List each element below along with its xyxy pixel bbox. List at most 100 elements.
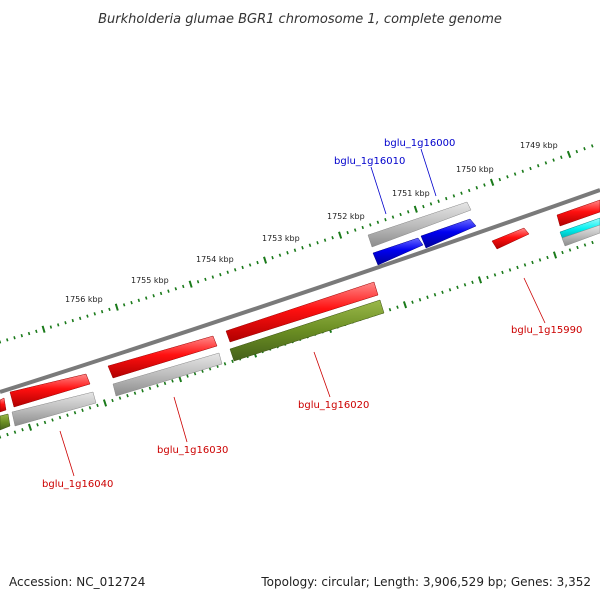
kbp-label-1755: 1755 kbp [131, 276, 169, 285]
minor-tick [49, 325, 53, 329]
minor-tick [248, 263, 252, 267]
minor-tick [560, 155, 563, 159]
cds-right-grey[interactable] [561, 224, 600, 247]
minor-tick [35, 329, 38, 334]
minor-tick [167, 289, 170, 293]
minor-tick [463, 283, 467, 287]
minor-tick [186, 374, 189, 378]
minor-tick [591, 240, 594, 245]
minor-tick [278, 253, 282, 257]
minor-tick [521, 169, 525, 173]
minor-tick [88, 406, 92, 410]
major-tick [477, 276, 483, 284]
minor-tick [498, 177, 502, 182]
minor-tick [552, 158, 555, 162]
minor-tick [561, 250, 564, 255]
minor-tick [418, 298, 422, 302]
minor-tick [353, 228, 357, 232]
gene-label-bglu-1g16010[interactable]: bglu_1g16010 [334, 156, 405, 167]
minor-tick [226, 270, 229, 274]
minor-tick [406, 210, 410, 214]
minor-tick [583, 243, 587, 247]
minor-tick [467, 188, 471, 193]
minor-tick [6, 432, 9, 437]
gene-label-bglu-1g16000[interactable]: bglu_1g16000 [384, 138, 455, 149]
gene-label-bglu-1g15990[interactable]: bglu_1g15990 [511, 325, 582, 336]
minor-tick [437, 199, 440, 203]
minor-tick [141, 389, 144, 393]
major-tick [41, 325, 46, 333]
minor-tick [219, 272, 222, 277]
minor-tick [575, 149, 579, 154]
cds-bglu-1g15990[interactable] [491, 227, 530, 250]
minor-tick [460, 191, 463, 195]
minor-tick [475, 186, 479, 190]
cds-bglu-1g16010[interactable] [372, 237, 424, 266]
minor-tick [346, 230, 349, 235]
cds-red-upper-left[interactable] [9, 373, 91, 408]
minor-tick [231, 359, 234, 364]
cds-right-cyan[interactable] [559, 217, 600, 241]
minor-tick [376, 220, 380, 224]
minor-tick [426, 295, 429, 299]
minor-tick [529, 166, 532, 171]
kbp-label-1754: 1754 kbp [196, 255, 234, 264]
minor-tick [544, 161, 548, 165]
major-tick [188, 280, 193, 288]
leader-bglu-1g16010 [370, 166, 387, 215]
minor-tick [271, 255, 274, 260]
minor-tick [433, 293, 437, 297]
minor-tick [20, 333, 23, 338]
minor-tick [13, 336, 16, 340]
minor-tick [452, 194, 456, 198]
minor-tick [513, 172, 517, 176]
minor-tick [399, 212, 402, 217]
gene-label-bglu-1g16030[interactable]: bglu_1g16030 [157, 445, 228, 456]
minor-tick [523, 263, 527, 267]
minor-tick [152, 294, 155, 298]
minor-tick [486, 275, 489, 280]
accession-text: Accession: NC_012724 [9, 575, 145, 589]
cds-bglu-1g16020-red[interactable] [225, 281, 379, 343]
minor-tick [66, 413, 69, 417]
minor-tick [122, 303, 126, 307]
kbp-label-1753: 1753 kbp [262, 234, 300, 243]
minor-tick [536, 164, 540, 168]
minor-tick [204, 277, 207, 282]
minor-tick [516, 265, 519, 270]
minor-tick [57, 323, 60, 327]
gene-label-bglu-1g16020[interactable]: bglu_1g16020 [298, 400, 369, 411]
leader-bglu-1g16000 [420, 148, 437, 197]
cds-grey-bglu-1g16010-region[interactable] [367, 201, 472, 248]
cds-olive-edge-left[interactable] [0, 413, 11, 431]
minor-tick [21, 428, 24, 432]
genome-backbone [0, 188, 600, 394]
minor-tick [256, 260, 259, 265]
minor-tick [506, 175, 509, 179]
cds-red-edge-left[interactable] [0, 397, 7, 413]
minor-tick [0, 435, 2, 439]
minor-tick [71, 318, 74, 323]
minor-tick [568, 248, 572, 252]
cds-bglu-1g16000[interactable] [420, 218, 477, 249]
gene-label-bglu-1g16040[interactable]: bglu_1g16040 [42, 479, 113, 490]
minor-tick [93, 312, 96, 316]
minor-tick [241, 265, 244, 270]
minor-tick [331, 236, 334, 240]
minor-tick [130, 300, 133, 305]
cds-bglu-1g16030[interactable] [112, 352, 223, 397]
minor-tick [445, 196, 448, 201]
minor-tick [81, 408, 84, 412]
minor-tick [163, 381, 167, 386]
cds-bglu-1g16020[interactable] [229, 299, 385, 362]
major-tick [566, 150, 572, 159]
minor-tick [293, 248, 297, 252]
minor-tick [58, 415, 62, 420]
minor-tick [156, 384, 159, 388]
minor-tick [145, 296, 148, 300]
cds-bglu-1g16040[interactable] [11, 391, 97, 427]
major-tick [489, 178, 495, 186]
cds-right-red[interactable] [556, 199, 600, 227]
leader-bglu-1g15990 [523, 277, 546, 324]
cds-red-middle[interactable] [107, 335, 218, 379]
